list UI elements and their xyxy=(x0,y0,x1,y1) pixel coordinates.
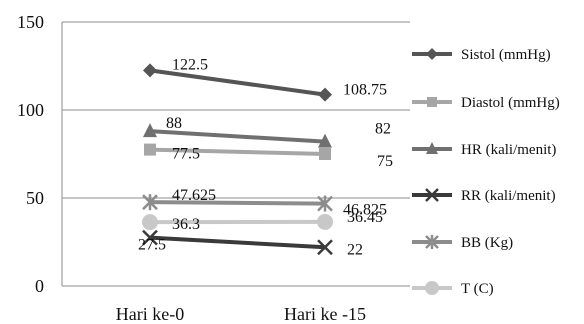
data-point-marker xyxy=(319,148,331,160)
x-tick-label: Hari ke -15 xyxy=(284,304,366,324)
data-point-marker xyxy=(142,214,158,231)
data-label: 46.825 xyxy=(343,202,387,219)
legend-label: RR (kali/menit) xyxy=(461,188,556,204)
data-label: 36.3 xyxy=(172,216,200,233)
data-label: 77.5 xyxy=(172,146,200,163)
series-5 xyxy=(142,213,333,231)
legend-marker xyxy=(425,235,439,249)
series-line xyxy=(149,129,326,144)
series-2 xyxy=(143,123,332,148)
legend-label: HR (kali/menit) xyxy=(461,142,556,158)
legend-item: BB (Kg) xyxy=(412,235,513,251)
legend-item: RR (kali/menit) xyxy=(412,188,556,204)
legend-item: Diastol (mmHg) xyxy=(412,95,560,111)
y-tick-label: 150 xyxy=(17,12,44,32)
data-label: 82 xyxy=(375,121,391,138)
data-label: 36.45 xyxy=(347,209,383,226)
data-label: 122.5 xyxy=(172,56,208,73)
data-label: 75 xyxy=(377,153,393,170)
legend-marker xyxy=(427,97,437,107)
series-1 xyxy=(144,143,331,160)
legend-item: T (C) xyxy=(412,281,494,297)
series-3 xyxy=(142,229,333,256)
data-point-marker xyxy=(317,239,333,256)
data-point-marker xyxy=(144,143,156,156)
data-label: 22 xyxy=(347,241,363,258)
legend-label: Diastol (mmHg) xyxy=(461,95,560,111)
data-label: 108.75 xyxy=(343,82,387,99)
legend: Sistol (mmHg) Diastol (mmHg) HR (kali/meni… xyxy=(412,47,560,297)
series-line xyxy=(149,235,326,250)
y-axis-ticks: 0 50 100 150 xyxy=(17,12,44,296)
data-point-marker xyxy=(142,229,158,246)
marker-stroke xyxy=(317,239,333,256)
data-point-marker xyxy=(143,63,157,78)
legend-marker xyxy=(426,142,438,154)
data-point-marker xyxy=(317,213,333,230)
series-line xyxy=(149,68,326,97)
data-point-marker xyxy=(143,123,157,138)
legend-label: BB (Kg) xyxy=(461,235,513,251)
legend-marker xyxy=(426,48,438,60)
data-label: 27.5 xyxy=(138,237,166,254)
marker-stroke xyxy=(142,229,158,246)
legend-item: HR (kali/menit) xyxy=(412,142,556,158)
series-0 xyxy=(143,63,332,102)
legend-marker xyxy=(425,188,439,202)
y-tick-label: 50 xyxy=(26,188,44,208)
legend-item: Sistol (mmHg) xyxy=(412,47,551,63)
data-label: 47.625 xyxy=(172,187,216,204)
x-tick-label: Hari ke-0 xyxy=(116,304,184,324)
data-label: 88 xyxy=(166,115,182,132)
legend-label: T (C) xyxy=(461,281,494,297)
legend-marker xyxy=(425,281,439,295)
series-4 xyxy=(142,194,333,212)
legend-label: Sistol (mmHg) xyxy=(461,47,551,63)
data-point-marker xyxy=(318,133,332,148)
gridlines xyxy=(61,21,410,287)
y-tick-label: 100 xyxy=(17,100,44,120)
data-point-marker xyxy=(317,195,333,212)
marker-stroke xyxy=(425,188,439,202)
y-tick-label: 0 xyxy=(35,276,44,296)
series-line xyxy=(149,147,326,156)
data-point-marker xyxy=(142,194,158,211)
series-line xyxy=(149,200,326,206)
series-group xyxy=(142,63,333,256)
x-axis-ticks: Hari ke-0 Hari ke -15 xyxy=(116,304,366,324)
data-point-marker xyxy=(318,87,332,102)
